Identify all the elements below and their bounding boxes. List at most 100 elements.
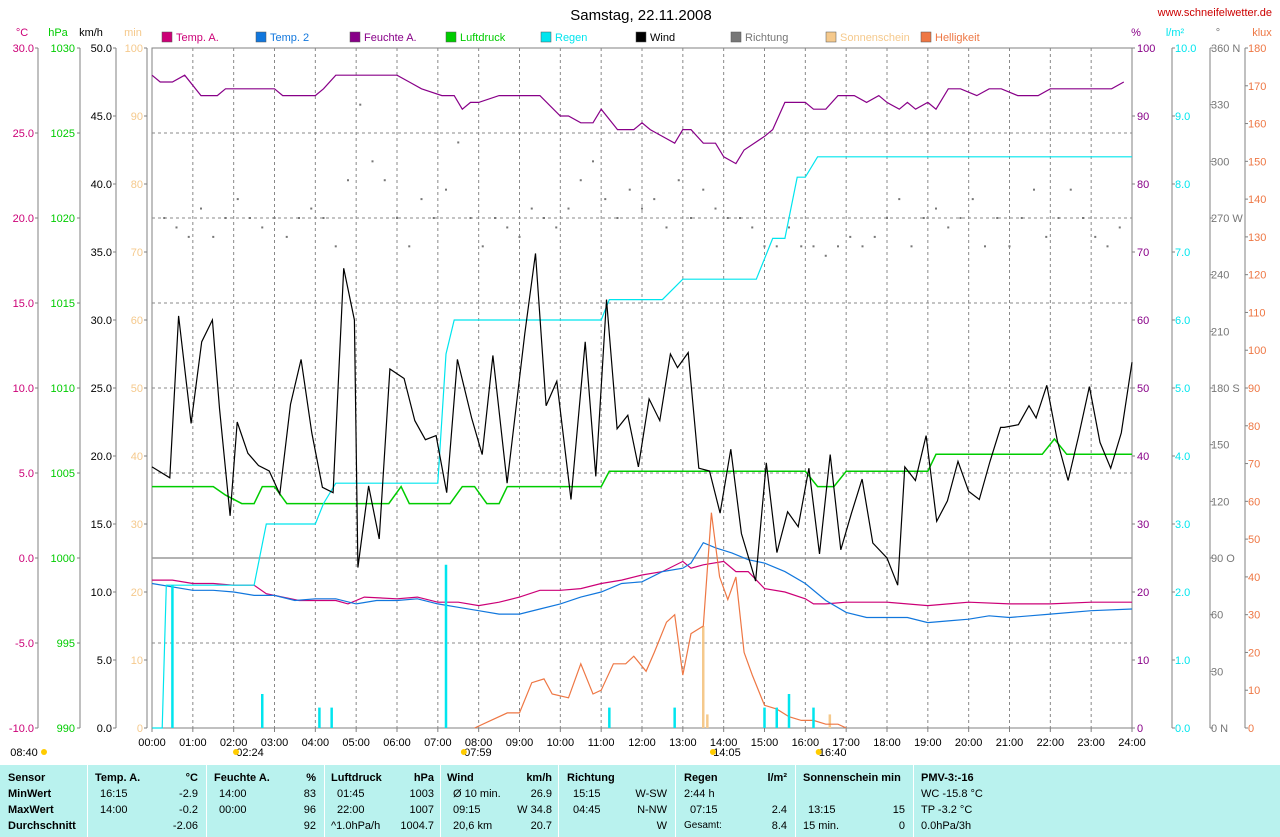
x-axis-label: 00:00	[138, 737, 166, 749]
series-richtung-point	[971, 198, 974, 201]
pressure-axis-label: 990	[57, 723, 75, 735]
temp-axis-label: 20.0	[13, 213, 34, 225]
klux-axis-label: 170	[1248, 81, 1266, 93]
stats-temp-max-time: 14:00	[100, 804, 128, 816]
x-axis-label: 03:00	[261, 737, 289, 749]
stats-temp-max: -0.2	[179, 804, 198, 816]
statistics-panel: Sensor MinWert MaxWert Durchschnitt Temp…	[0, 765, 1280, 837]
temp-axis-label: 25.0	[13, 128, 34, 140]
klux-axis-label: 130	[1248, 232, 1266, 244]
sun-marker-icon	[460, 749, 467, 755]
left-unit-label: °C	[16, 27, 28, 39]
series-richtung-point	[200, 207, 202, 210]
temp-axis-label: 15.0	[13, 298, 34, 310]
website-link[interactable]: www.schneifelwetter.de	[1157, 7, 1272, 19]
klux-axis-label: 20	[1248, 647, 1260, 659]
series-temp-a-line	[152, 560, 1132, 607]
series-richtung-point	[996, 217, 999, 219]
stats-col-regen: Regen l/m² 2:44 h 07:15 2.4 Gesamt: 8.4	[676, 765, 796, 837]
stats-sonne-max: 15	[892, 804, 905, 816]
sun-marker-icon	[815, 749, 822, 755]
series-richtung-point	[702, 188, 705, 191]
x-axis-label: 17:00	[832, 737, 860, 749]
temp-axis-label: -5.0	[15, 638, 34, 650]
stats-temp-avg: -2.06	[172, 820, 198, 832]
legend-label: Helligkeit	[935, 32, 980, 44]
series-richtung-point	[236, 198, 239, 201]
series-richtung-point	[959, 217, 962, 219]
stats-wind-header: Wind	[447, 772, 474, 784]
rain-axis-label: 6.0	[1175, 315, 1190, 327]
series-richtung-point	[249, 217, 251, 219]
legend-swatch	[635, 31, 647, 43]
wind-axis-label: 35.0	[91, 247, 112, 259]
direction-axis-label: 150	[1211, 440, 1229, 452]
series-richtung-point	[469, 217, 472, 219]
series-richtung-point	[935, 207, 937, 210]
wind-axis-label: 25.0	[91, 383, 112, 395]
series-richtung-point	[763, 245, 766, 248]
klux-axis-label: 80	[1248, 421, 1260, 433]
series-richtung-point	[175, 226, 178, 229]
stats-col-temp: Temp. A. °C 16:15 -2.9 14:00 -0.2 -2.06	[88, 765, 207, 837]
stats-wind-unit: km/h	[526, 772, 552, 784]
series-richtung-point	[1094, 235, 1097, 238]
legend-label: Temp. 2	[270, 32, 309, 44]
series-richtung-point	[408, 245, 411, 248]
klux-axis-label: 110	[1248, 307, 1266, 319]
legend-swatch	[161, 31, 173, 43]
x-axis-label: 01:00	[179, 737, 207, 749]
stats-regen-header: Regen	[684, 772, 718, 784]
x-axis-label: 09:00	[506, 737, 534, 749]
pressure-axis-label: 1030	[51, 43, 75, 55]
wind-axis-label: 10.0	[91, 587, 112, 599]
x-axis-label: 19:00	[914, 737, 942, 749]
series-richtung-point	[530, 207, 533, 210]
series-layer	[151, 74, 1133, 729]
stats-richtung-avg: W	[656, 820, 667, 832]
stats-col-luftdruck: Luftdruck hPa 01:45 1003 22:00 1007 ^1.0…	[325, 765, 441, 837]
klux-axis-label: 100	[1248, 345, 1266, 357]
humidity-axis-label: 100	[1137, 43, 1155, 55]
series-richtung-point	[212, 235, 215, 238]
stats-regen-max: 2.4	[771, 804, 787, 816]
stats-row-avg: Durchschnitt	[8, 820, 76, 832]
humidity-axis-label: 80	[1137, 179, 1149, 191]
series-richtung-point	[420, 198, 423, 201]
stats-wind-avg10-label: Ø 10 min.	[453, 788, 501, 800]
humidity-axis-label: 40	[1137, 451, 1149, 463]
stats-regen-total: 8.4	[771, 820, 787, 832]
series-richtung-point	[1033, 188, 1035, 191]
humidity-axis-label: 20	[1137, 587, 1149, 599]
series-richtung-point	[1008, 245, 1011, 248]
stats-regen-max-time: 07:15	[690, 804, 718, 816]
stats-richtung-header: Richtung	[567, 772, 615, 784]
series-richtung-point	[873, 235, 876, 238]
stats-regen-duration: 2:44 h	[684, 788, 715, 800]
stats-richtung-max: N-NW	[637, 804, 667, 816]
stats-luftdruck-max-time: 22:00	[337, 804, 365, 816]
sunshine-axis-label: 0	[137, 723, 143, 735]
series-feuchte-a-line	[151, 74, 1125, 165]
series-helligkeit-line	[474, 512, 847, 729]
series-richtung-point	[567, 207, 570, 210]
series-richtung-point	[432, 217, 435, 219]
klux-axis-label: 160	[1248, 119, 1266, 131]
stats-richtung-min-time: 15:15	[573, 788, 601, 800]
x-axis-label: 12:00	[628, 737, 656, 749]
series-richtung-point	[1020, 217, 1023, 219]
direction-axis-label: 300	[1211, 156, 1229, 168]
stats-richtung-max-time: 04:45	[573, 804, 601, 816]
stats-temp-min: -2.9	[179, 788, 198, 800]
legend-label: Regen	[555, 32, 587, 44]
stats-feuchte-min: 83	[303, 788, 316, 800]
stats-col-sonne: Sonnenschein min 13:15 15 15 min. 0	[796, 765, 914, 837]
stats-feuchte-max-time: 00:00	[219, 804, 247, 816]
sunshine-axis-label: 50	[131, 383, 143, 395]
stats-sonne-value: 0	[898, 820, 905, 832]
series-richtung-point	[800, 245, 803, 248]
x-axis-label: 22:00	[1037, 737, 1065, 749]
series-richtung-point	[518, 235, 521, 238]
rain-axis-label: 5.0	[1175, 383, 1190, 395]
left-unit-label: km/h	[79, 27, 103, 39]
